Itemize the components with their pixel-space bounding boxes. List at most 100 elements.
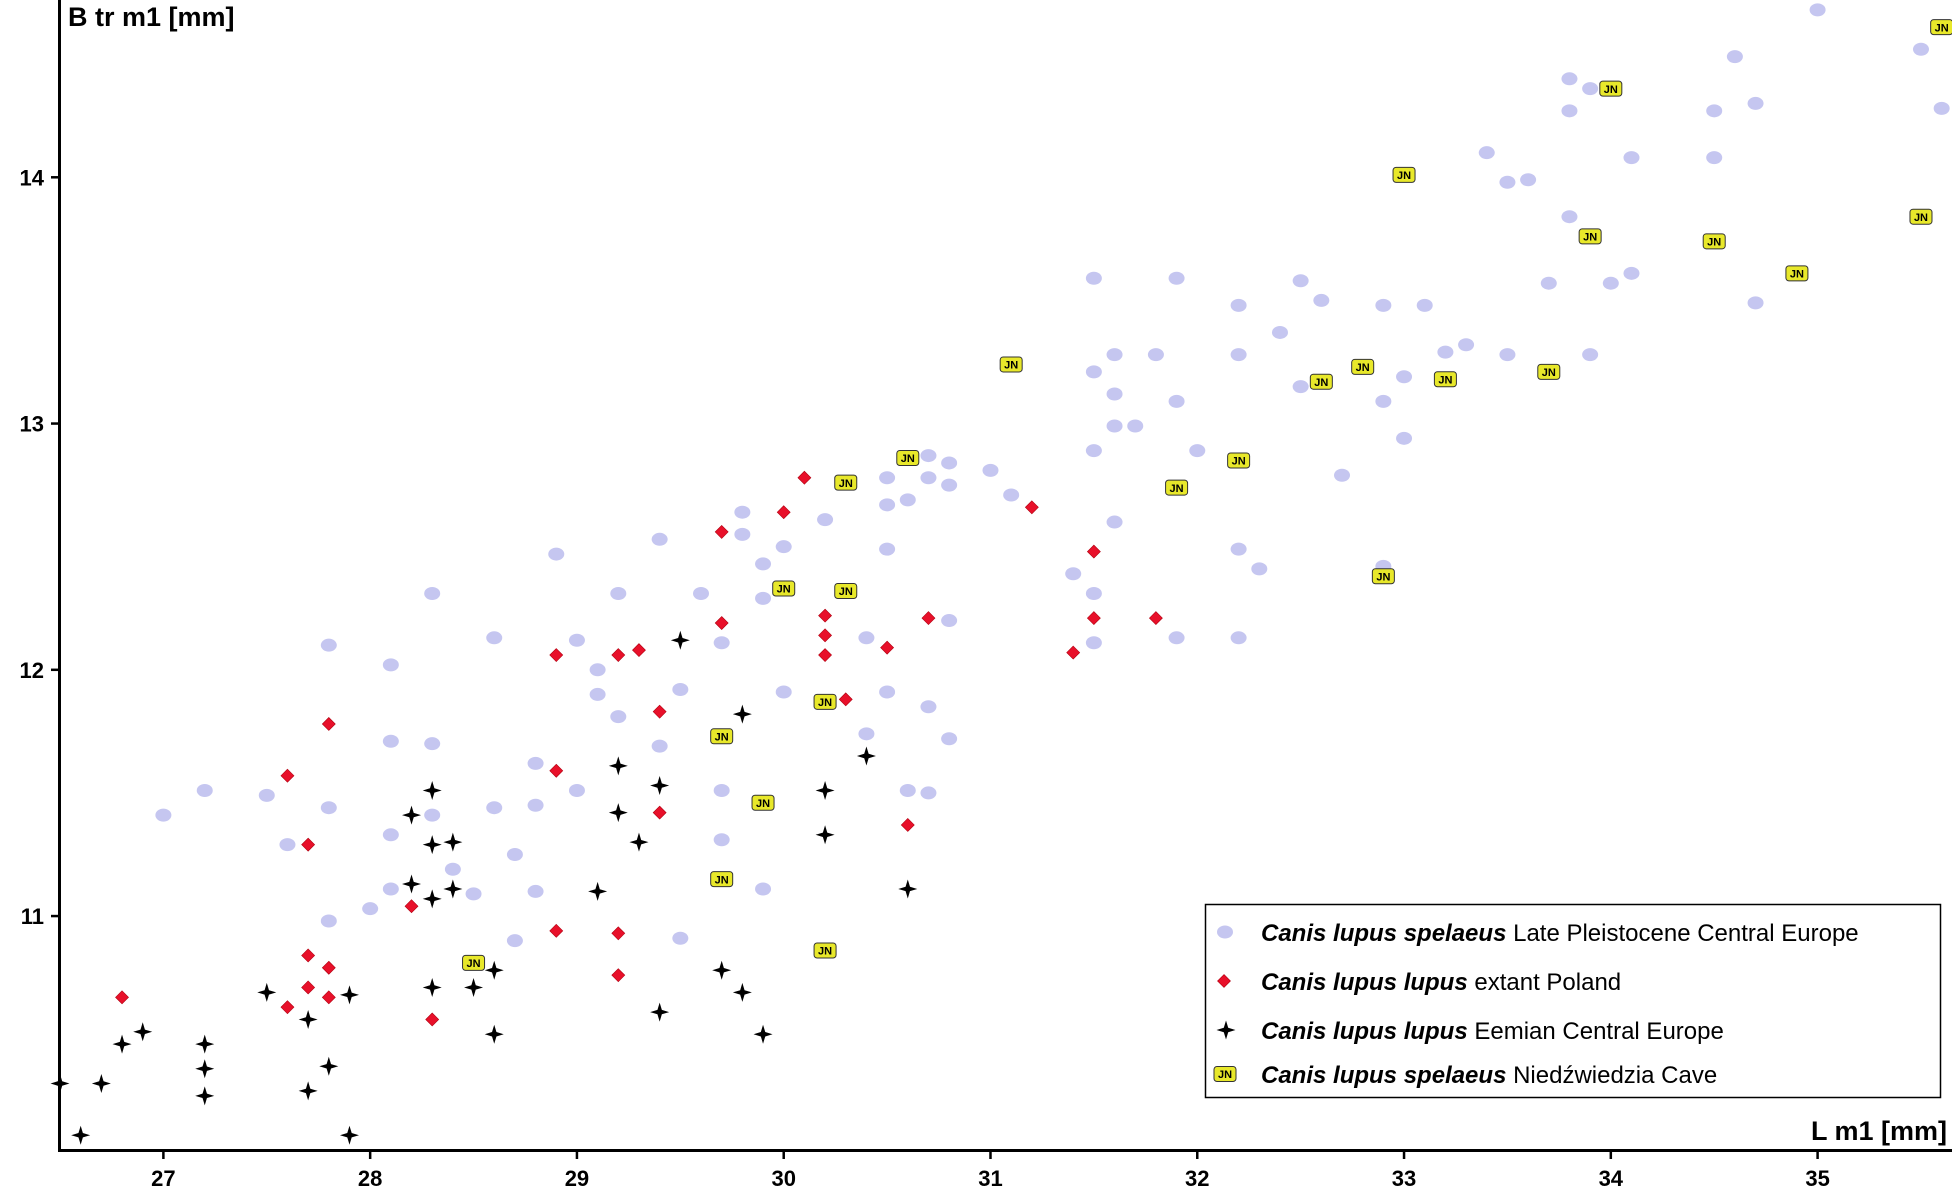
- spelaeus-central-europe-point: [486, 801, 503, 815]
- spelaeus-central-europe-point: [941, 614, 958, 628]
- jn-marker-label: JN: [1376, 571, 1390, 583]
- spelaeus-central-europe-point: [155, 808, 172, 822]
- spelaeus-niedzwiedzia-cave-point: JN: [1309, 373, 1333, 390]
- jn-marker-label: JN: [715, 874, 729, 886]
- legend-item-3: Canis lupus lupus Eemian Central Europe: [1216, 1018, 1724, 1045]
- lupus-eemian-point: [464, 977, 484, 997]
- spelaeus-central-europe-point: [755, 882, 772, 896]
- spelaeus-central-europe-point: [1085, 444, 1102, 458]
- spelaeus-central-europe-point: [651, 532, 668, 546]
- spelaeus-central-europe-point: [755, 591, 772, 605]
- jn-marker-label: JN: [1397, 170, 1411, 182]
- spelaeus-central-europe-point: [1809, 3, 1826, 17]
- spelaeus-niedzwiedzia-cave-point: JN: [1537, 363, 1561, 380]
- spelaeus-central-europe-point: [713, 636, 730, 650]
- series-1: [155, 3, 1950, 948]
- legend-species-name: Canis lupus lupus: [1261, 1018, 1468, 1045]
- jn-marker-label: JN: [1935, 22, 1949, 34]
- jn-marker-label: JN: [839, 586, 853, 598]
- jn-marker-box: [1909, 208, 1933, 225]
- spelaeus-central-europe-point: [486, 631, 503, 645]
- jn-marker-label: JN: [1542, 367, 1556, 379]
- spelaeus-niedzwiedzia-cave-point: JN: [813, 942, 837, 959]
- jn-marker-box: [462, 954, 486, 971]
- legend-species-name: Canis lupus lupus: [1261, 969, 1468, 996]
- jn-marker-box: [710, 728, 734, 745]
- spelaeus-central-europe-point: [734, 527, 751, 541]
- lupus-extant-poland-point: [818, 628, 832, 643]
- spelaeus-central-europe-point: [1912, 42, 1929, 56]
- spelaeus-central-europe-point: [610, 586, 627, 600]
- spelaeus-central-europe-point: [1230, 348, 1247, 362]
- spelaeus-central-europe-point: [713, 833, 730, 847]
- spelaeus-central-europe-point: [382, 734, 399, 748]
- spelaeus-central-europe-point: [589, 687, 606, 701]
- spelaeus-central-europe-point: [1437, 345, 1454, 359]
- spelaeus-central-europe-point: [817, 513, 834, 527]
- spelaeus-central-europe-point: [1561, 72, 1578, 86]
- spelaeus-niedzwiedzia-cave-point: JN: [1909, 208, 1933, 225]
- spelaeus-niedzwiedzia-cave-point: JN: [1599, 80, 1623, 97]
- spelaeus-central-europe-point: [879, 685, 896, 699]
- axes: [58, 0, 1952, 1152]
- legend-species-name: Canis lupus spelaeus: [1261, 920, 1506, 947]
- spelaeus-central-europe-point: [1003, 488, 1020, 502]
- spelaeus-central-europe-point: [424, 586, 441, 600]
- spelaeus-central-europe-point: [879, 498, 896, 512]
- lupus-extant-poland-point: [1086, 611, 1101, 626]
- jn-marker-box: [1392, 166, 1416, 183]
- lupus-eemian-point: [856, 746, 876, 766]
- lupus-extant-poland-point: [321, 990, 336, 1005]
- jn-marker-label: JN: [467, 958, 481, 970]
- lupus-eemian-point: [422, 977, 442, 997]
- lupus-eemian-point: [402, 805, 422, 825]
- spelaeus-niedzwiedzia-cave-point: JN: [1702, 233, 1726, 250]
- jn-marker-box: [1702, 233, 1726, 250]
- spelaeus-central-europe-point: [879, 471, 896, 485]
- spelaeus-central-europe-point: [589, 663, 606, 677]
- lupus-extant-poland-point: [549, 648, 564, 662]
- jn-marker-box: [896, 450, 920, 467]
- plot-marks: JNJNJNJNJNJNJNJNJNJNJNJNJNJNJNJNJNJNJNJN…: [50, 3, 1952, 1145]
- lupus-eemian-point: [650, 776, 670, 796]
- legend-label: Canis lupus spelaeus Late Pleistocene Ce…: [1261, 920, 1859, 947]
- x-tick-label: 33: [1392, 1166, 1416, 1191]
- spelaeus-niedzwiedzia-cave-point: JN: [710, 728, 734, 745]
- lupus-extant-poland-point: [301, 948, 316, 963]
- lupus-extant-poland-point: [301, 980, 316, 995]
- spelaeus-central-europe-point: [1127, 419, 1144, 433]
- lupus-eemian-point: [91, 1074, 111, 1094]
- lupus-eemian-point: [443, 832, 463, 852]
- spelaeus-central-europe-point: [506, 934, 523, 948]
- lupus-extant-poland-point: [880, 640, 895, 655]
- spelaeus-central-europe-point: [1396, 431, 1413, 445]
- series-3: [50, 630, 918, 1145]
- lupus-extant-poland-point: [404, 899, 419, 914]
- spelaeus-central-europe-point: [424, 737, 441, 751]
- lupus-eemian-point: [133, 1022, 153, 1042]
- legend-label: Canis lupus spelaeus Niedźwiedzia Cave: [1261, 1062, 1717, 1089]
- lupus-extant-poland-point: [652, 704, 667, 719]
- spelaeus-niedzwiedzia-cave-point: JN: [1392, 166, 1416, 183]
- x-tick-label: 34: [1599, 1166, 1624, 1191]
- lupus-extant-poland-point: [549, 923, 564, 938]
- spelaeus-central-europe-point: [899, 783, 916, 797]
- y-tick-label: 13: [20, 412, 44, 437]
- spelaeus-central-europe-point: [693, 586, 710, 600]
- jn-marker-label: JN: [818, 697, 832, 709]
- lupus-extant-poland-point: [632, 643, 646, 658]
- jn-marker-label: JN: [818, 946, 832, 958]
- legend-box: [1204, 903, 1942, 1099]
- legend-item-1: Canis lupus spelaeus Late Pleistocene Ce…: [1217, 920, 1859, 947]
- spelaeus-central-europe-point: [920, 700, 937, 714]
- jn-marker-box: [834, 583, 858, 600]
- spelaeus-central-europe-point: [879, 542, 896, 556]
- spelaeus-central-europe-point: [899, 493, 916, 507]
- series-2: [115, 470, 1163, 1027]
- legend-description: Eemian Central Europe: [1468, 1018, 1724, 1045]
- spelaeus-niedzwiedzia-cave-point: JN: [710, 871, 734, 888]
- spelaeus-niedzwiedzia-cave-point: JN: [1785, 265, 1809, 282]
- lupus-extant-poland-point: [818, 608, 832, 623]
- spelaeus-central-europe-point: [982, 463, 999, 477]
